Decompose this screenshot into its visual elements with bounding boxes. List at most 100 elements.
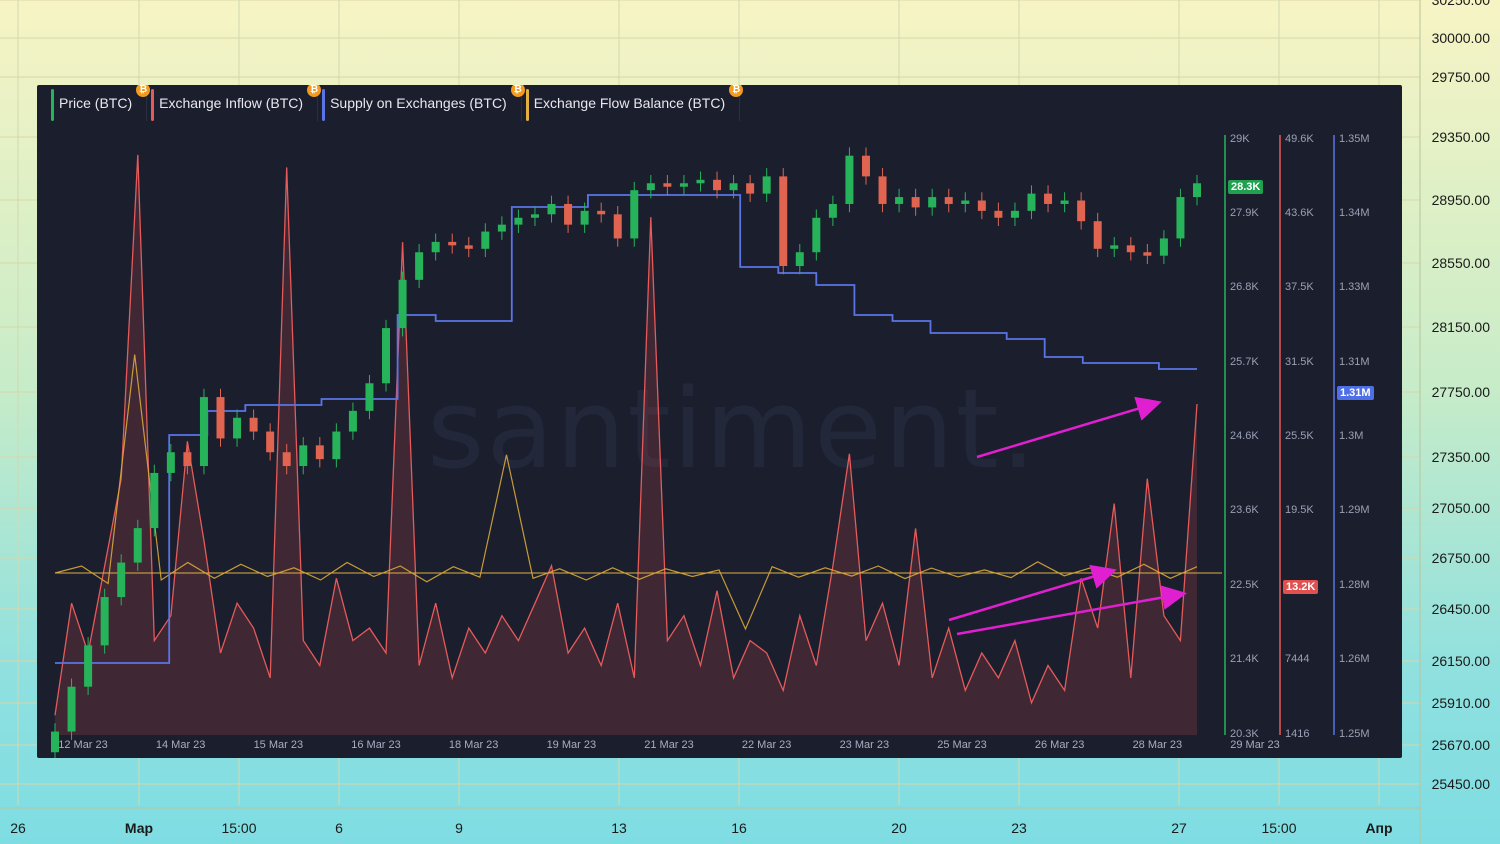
bg-y-tick: 29750.00 — [1431, 69, 1490, 85]
price-candle[interactable] — [861, 155, 870, 177]
supply-axis-tick: 1.31M — [1339, 356, 1370, 368]
price-candle[interactable] — [183, 452, 192, 467]
price-candle[interactable] — [729, 183, 738, 191]
price-candle[interactable] — [878, 176, 887, 204]
price-candle[interactable] — [365, 383, 374, 411]
price-candle[interactable] — [597, 210, 606, 215]
price-candle[interactable] — [530, 214, 539, 218]
price-candle[interactable] — [1093, 221, 1102, 249]
price-candle[interactable] — [315, 445, 324, 460]
price-candle[interactable] — [299, 445, 308, 467]
price-candle[interactable] — [762, 176, 771, 194]
price-candle[interactable] — [961, 200, 970, 204]
price-candle[interactable] — [977, 200, 986, 211]
price-candle[interactable] — [84, 645, 93, 687]
legend-label: Exchange Inflow (BTC) — [159, 95, 304, 111]
santiment-chart-panel[interactable]: santiment. Price (BTC) ₿ Exchange Inflow (… — [37, 85, 1402, 758]
price-candles[interactable] — [51, 147, 1201, 758]
supply-axis-tick: 1.29M — [1339, 504, 1370, 516]
price-candle[interactable] — [431, 241, 440, 253]
price-candle[interactable] — [382, 328, 391, 384]
price-current-badge: 28.3K — [1228, 180, 1264, 194]
price-candle[interactable] — [481, 231, 490, 249]
price-candle[interactable] — [812, 217, 821, 253]
price-candle[interactable] — [845, 155, 854, 204]
bg-y-tick: 25450.00 — [1431, 776, 1490, 792]
price-candle[interactable] — [464, 245, 473, 249]
legend-item-1[interactable]: Exchange Inflow (BTC) ₿ — [147, 85, 322, 121]
price-candle[interactable] — [166, 452, 175, 473]
price-candle[interactable] — [1010, 210, 1019, 218]
bg-x-tick: 9 — [455, 820, 463, 836]
price-candle[interactable] — [795, 252, 804, 267]
price-candle[interactable] — [779, 176, 788, 267]
price-candle[interactable] — [514, 217, 523, 225]
price-candle[interactable] — [117, 562, 126, 598]
price-candle[interactable] — [1126, 245, 1135, 253]
price-candle[interactable] — [216, 397, 225, 439]
price-candle[interactable] — [282, 452, 291, 467]
price-candle[interactable] — [100, 597, 109, 646]
price-candle[interactable] — [497, 224, 506, 232]
price-candle[interactable] — [895, 197, 904, 204]
price-candle[interactable] — [1159, 238, 1168, 256]
supply-axis-tick: 1.28M — [1339, 579, 1370, 591]
supply-line[interactable] — [55, 194, 1197, 664]
price-candle[interactable] — [1143, 252, 1152, 256]
bg-y-tick: 30000.00 — [1431, 30, 1490, 46]
price-candle[interactable] — [564, 203, 573, 225]
price-candle[interactable] — [696, 179, 705, 184]
bitcoin-icon: ₿ — [729, 85, 744, 97]
price-candle[interactable] — [266, 431, 275, 453]
price-candle[interactable] — [332, 431, 341, 460]
price-candle[interactable] — [51, 731, 59, 753]
bitcoin-icon: ₿ — [136, 85, 151, 97]
price-candle[interactable] — [1060, 200, 1069, 204]
price-candle[interactable] — [1176, 197, 1185, 239]
price-candle[interactable] — [928, 197, 937, 208]
price-candle[interactable] — [1110, 245, 1119, 249]
chart-canvas[interactable] — [37, 85, 1402, 758]
legend-item-0[interactable]: Price (BTC) ₿ — [47, 85, 151, 121]
supply-axis-tick: 1.25M — [1339, 728, 1370, 740]
inflow-axis-tick: 43.6K — [1285, 207, 1314, 219]
legend-color-bar — [151, 89, 155, 121]
price-candle[interactable] — [994, 210, 1003, 218]
flow-balance-line[interactable] — [54, 354, 1198, 631]
price-candle[interactable] — [67, 686, 76, 732]
legend-item-2[interactable]: Supply on Exchanges (BTC) ₿ — [318, 85, 525, 121]
bg-x-tick: Мар — [124, 820, 154, 836]
price-candle[interactable] — [547, 203, 556, 215]
bg-x-tick: 13 — [611, 820, 627, 836]
price-candle[interactable] — [911, 197, 920, 208]
price-candle[interactable] — [630, 190, 639, 239]
price-candle[interactable] — [746, 183, 755, 194]
price-candle[interactable] — [944, 197, 953, 204]
price-candle[interactable] — [646, 183, 655, 191]
price-candle[interactable] — [580, 210, 589, 225]
price-candle[interactable] — [828, 203, 837, 218]
price-candle[interactable] — [249, 417, 258, 432]
price-candle[interactable] — [713, 179, 722, 191]
price-candle[interactable] — [1044, 193, 1053, 204]
price-candle[interactable] — [233, 417, 242, 439]
price-candle[interactable] — [1077, 200, 1086, 222]
price-candle[interactable] — [398, 279, 407, 329]
price-candle[interactable] — [150, 472, 159, 529]
inflow-line[interactable] — [54, 154, 1198, 716]
price-candle[interactable] — [448, 241, 457, 246]
bg-y-tick: 30250.00 — [1431, 0, 1490, 8]
price-candle[interactable] — [415, 252, 424, 280]
x-axis-label: 28 Mar 23 — [1132, 739, 1183, 751]
price-candle[interactable] — [663, 183, 672, 187]
legend-item-3[interactable]: Exchange Flow Balance (BTC) ₿ — [522, 85, 744, 121]
price-candle[interactable] — [679, 183, 688, 187]
price-candle[interactable] — [613, 214, 622, 239]
price-candle[interactable] — [1027, 193, 1036, 211]
price-candle[interactable] — [1193, 183, 1201, 198]
price-candle[interactable] — [133, 528, 142, 563]
bg-y-tick: 28150.00 — [1431, 319, 1490, 335]
x-axis-label: 19 Mar 23 — [546, 739, 597, 751]
price-candle[interactable] — [199, 397, 208, 467]
price-candle[interactable] — [348, 410, 357, 432]
